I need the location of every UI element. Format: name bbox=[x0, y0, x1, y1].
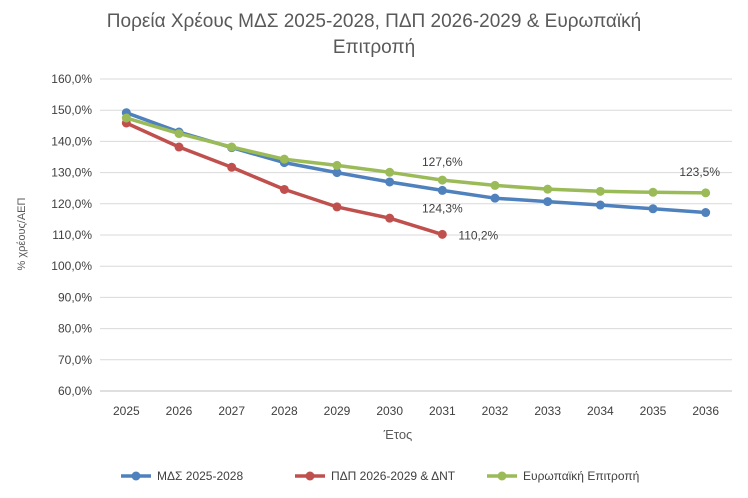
chart-title-line-2: Επιτροπή bbox=[333, 37, 415, 58]
legend-item: ΜΔΣ 2025-2028 bbox=[121, 469, 243, 483]
data-point bbox=[332, 168, 342, 178]
series-2 bbox=[121, 118, 447, 239]
data-point bbox=[227, 162, 237, 172]
data-point bbox=[385, 167, 395, 177]
x-tick-label: 2026 bbox=[166, 404, 193, 418]
series-line bbox=[124, 121, 445, 237]
data-point bbox=[332, 160, 342, 170]
data-point bbox=[279, 154, 289, 164]
x-tick-label: 2034 bbox=[587, 404, 614, 418]
legend-label: Ευρωπαϊκή Επιτροπή bbox=[523, 469, 639, 483]
x-tick-label: 2027 bbox=[218, 404, 245, 418]
data-label: 123,5% bbox=[679, 165, 720, 179]
y-tick-label: 160,0% bbox=[51, 72, 92, 86]
y-axis-ticks: 60,0% 70,0% 80,0% 90,0% 100,0% 110,0% 120,0% 13… bbox=[51, 72, 92, 398]
series-1 bbox=[121, 108, 711, 218]
data-point bbox=[174, 142, 184, 152]
y-tick-label: 80,0% bbox=[58, 322, 92, 336]
y-axis-label: % χρέους/ΑΕΠ bbox=[16, 198, 28, 271]
x-tick-label: 2031 bbox=[429, 404, 456, 418]
x-tick-label: 2030 bbox=[376, 404, 403, 418]
data-point bbox=[543, 197, 553, 207]
x-tick-label: 2025 bbox=[113, 404, 140, 418]
chart-title-line-1: Πορεία Χρέους ΜΔΣ 2025-2028, ΠΔΠ 2026-20… bbox=[107, 11, 641, 32]
x-axis-label: Έτος bbox=[383, 427, 413, 442]
legend-swatch-marker bbox=[131, 471, 141, 481]
data-point bbox=[490, 180, 500, 190]
y-tick-label: 90,0% bbox=[58, 290, 92, 304]
y-tick-label: 150,0% bbox=[51, 103, 92, 117]
x-tick-label: 2035 bbox=[640, 404, 667, 418]
data-point bbox=[701, 208, 711, 218]
legend-swatch-marker bbox=[497, 471, 507, 481]
legend-item: ΠΔΠ 2026-2029 & ΔΝΤ bbox=[295, 469, 456, 483]
data-point bbox=[385, 177, 395, 187]
data-point bbox=[490, 193, 500, 203]
y-tick-label: 110,0% bbox=[52, 228, 92, 242]
data-point bbox=[227, 142, 237, 152]
legend-swatch-marker bbox=[305, 471, 315, 481]
y-tick-label: 60,0% bbox=[58, 384, 92, 398]
data-labels: 127,6% 124,3% 110,2% 123,5% bbox=[422, 155, 720, 242]
series-line bbox=[124, 116, 708, 195]
series bbox=[121, 108, 711, 239]
x-axis-ticks: 2025 2026 2027 2028 2029 2030 2031 2032 2033 2034… bbox=[113, 404, 719, 418]
gridlines bbox=[100, 78, 732, 392]
data-point bbox=[543, 184, 553, 194]
data-point bbox=[648, 187, 658, 197]
data-label: 124,3% bbox=[422, 201, 463, 215]
data-point bbox=[437, 229, 447, 239]
x-tick-label: 2032 bbox=[482, 404, 509, 418]
y-tick-label: 120,0% bbox=[51, 197, 92, 211]
data-point bbox=[595, 186, 605, 196]
y-tick-label: 100,0% bbox=[51, 259, 92, 273]
data-point bbox=[595, 200, 605, 210]
x-tick-label: 2029 bbox=[324, 404, 351, 418]
legend: ΜΔΣ 2025-2028 ΠΔΠ 2026-2029 & ΔΝΤ Ευρωπαϊκ… bbox=[121, 469, 639, 483]
data-point bbox=[279, 184, 289, 194]
series-line bbox=[124, 110, 708, 215]
x-tick-label: 2036 bbox=[692, 404, 719, 418]
data-point bbox=[121, 113, 131, 123]
data-point bbox=[174, 129, 184, 139]
series-3 bbox=[121, 113, 711, 198]
legend-label: ΠΔΠ 2026-2029 & ΔΝΤ bbox=[331, 469, 456, 483]
data-label: 127,6% bbox=[422, 155, 463, 169]
data-point bbox=[701, 188, 711, 198]
x-tick-label: 2028 bbox=[271, 404, 298, 418]
data-label: 110,2% bbox=[458, 228, 498, 242]
data-point bbox=[437, 185, 447, 195]
legend-label: ΜΔΣ 2025-2028 bbox=[157, 469, 243, 483]
y-tick-label: 70,0% bbox=[58, 353, 92, 367]
y-tick-label: 130,0% bbox=[51, 166, 92, 180]
data-point bbox=[648, 204, 658, 214]
legend-item: Ευρωπαϊκή Επιτροπή bbox=[487, 469, 639, 483]
y-tick-label: 140,0% bbox=[51, 134, 92, 148]
data-point bbox=[437, 175, 447, 185]
x-tick-label: 2033 bbox=[534, 404, 561, 418]
data-point bbox=[332, 202, 342, 212]
data-point bbox=[385, 213, 395, 223]
